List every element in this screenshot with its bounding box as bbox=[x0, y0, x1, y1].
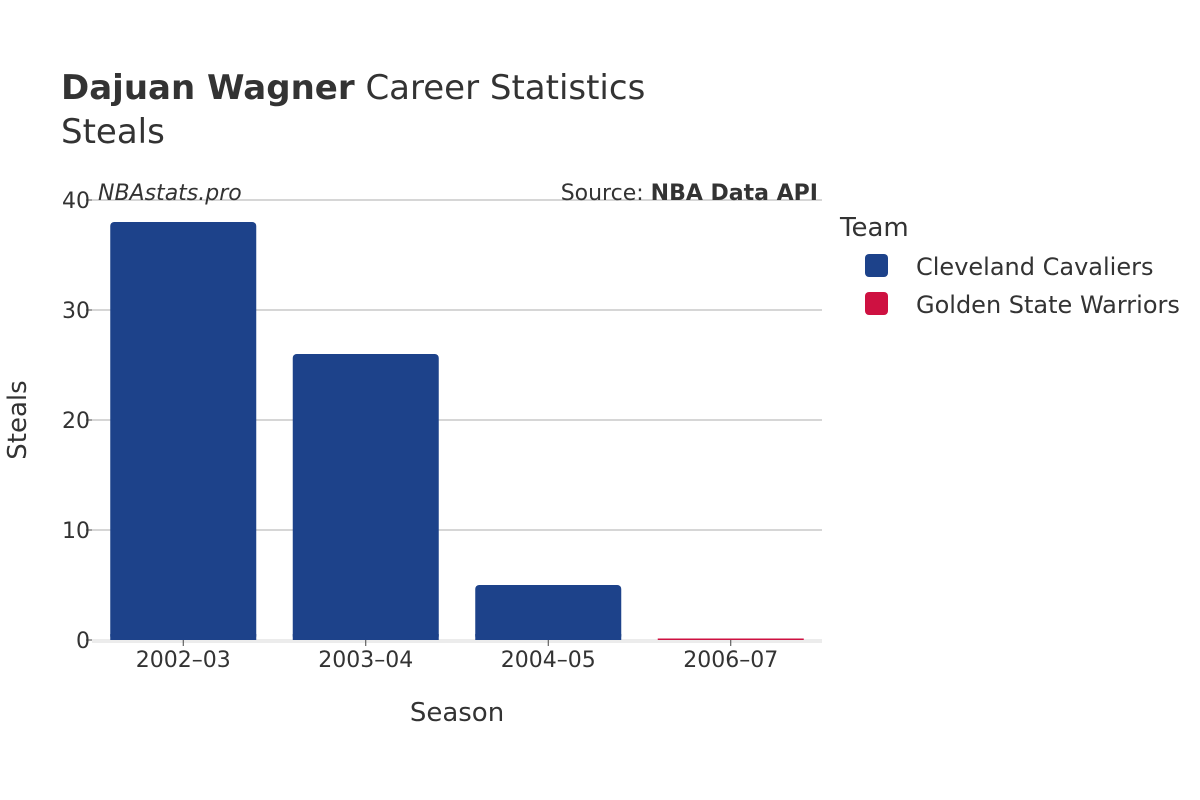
axes: 0 10 20 30 40 2002–03 2003–04 2004–05 2006–07 bbox=[62, 189, 778, 673]
x-tick-label: 2004–05 bbox=[501, 648, 596, 673]
source-name: NBA Data API bbox=[651, 181, 818, 206]
y-axis-title: Steals bbox=[3, 380, 33, 459]
bar-base bbox=[292, 634, 439, 640]
legend-title: Team bbox=[839, 213, 909, 243]
bar bbox=[657, 638, 804, 640]
x-tick-label: 2006–07 bbox=[683, 648, 778, 673]
bar-base bbox=[475, 634, 622, 640]
x-axis-title: Season bbox=[410, 698, 504, 728]
source-prefix: Source: bbox=[561, 181, 651, 206]
legend-label: Cleveland Cavaliers bbox=[916, 253, 1153, 281]
y-tick-label: 20 bbox=[62, 409, 90, 434]
bar-base bbox=[110, 634, 257, 640]
bars bbox=[110, 222, 804, 640]
y-tick-label: 40 bbox=[62, 189, 90, 214]
title-rest: Career Statistics bbox=[365, 68, 646, 108]
bar bbox=[292, 354, 439, 640]
bar bbox=[475, 585, 622, 640]
legend: Team Cleveland Cavaliers Golden State War… bbox=[839, 213, 1180, 319]
source-text: Source: NBA Data API bbox=[561, 181, 818, 206]
y-tick-label: 30 bbox=[62, 299, 90, 324]
y-tick-label: 10 bbox=[62, 519, 90, 544]
player-name: Dajuan Wagner bbox=[61, 68, 355, 108]
legend-label: Golden State Warriors bbox=[916, 291, 1180, 319]
x-tick-label: 2002–03 bbox=[136, 648, 231, 673]
bar bbox=[110, 222, 257, 640]
y-tick-label: 0 bbox=[76, 629, 90, 654]
legend-swatch bbox=[865, 254, 888, 277]
watermark-text: NBAstats.pro bbox=[98, 181, 242, 206]
chart-subtitle: Steals bbox=[61, 112, 165, 152]
legend-swatch bbox=[865, 292, 888, 315]
chart-title: Dajuan Wagner Career Statistics bbox=[61, 68, 645, 108]
zero-baseline bbox=[92, 639, 822, 643]
x-tick-label: 2003–04 bbox=[318, 648, 413, 673]
